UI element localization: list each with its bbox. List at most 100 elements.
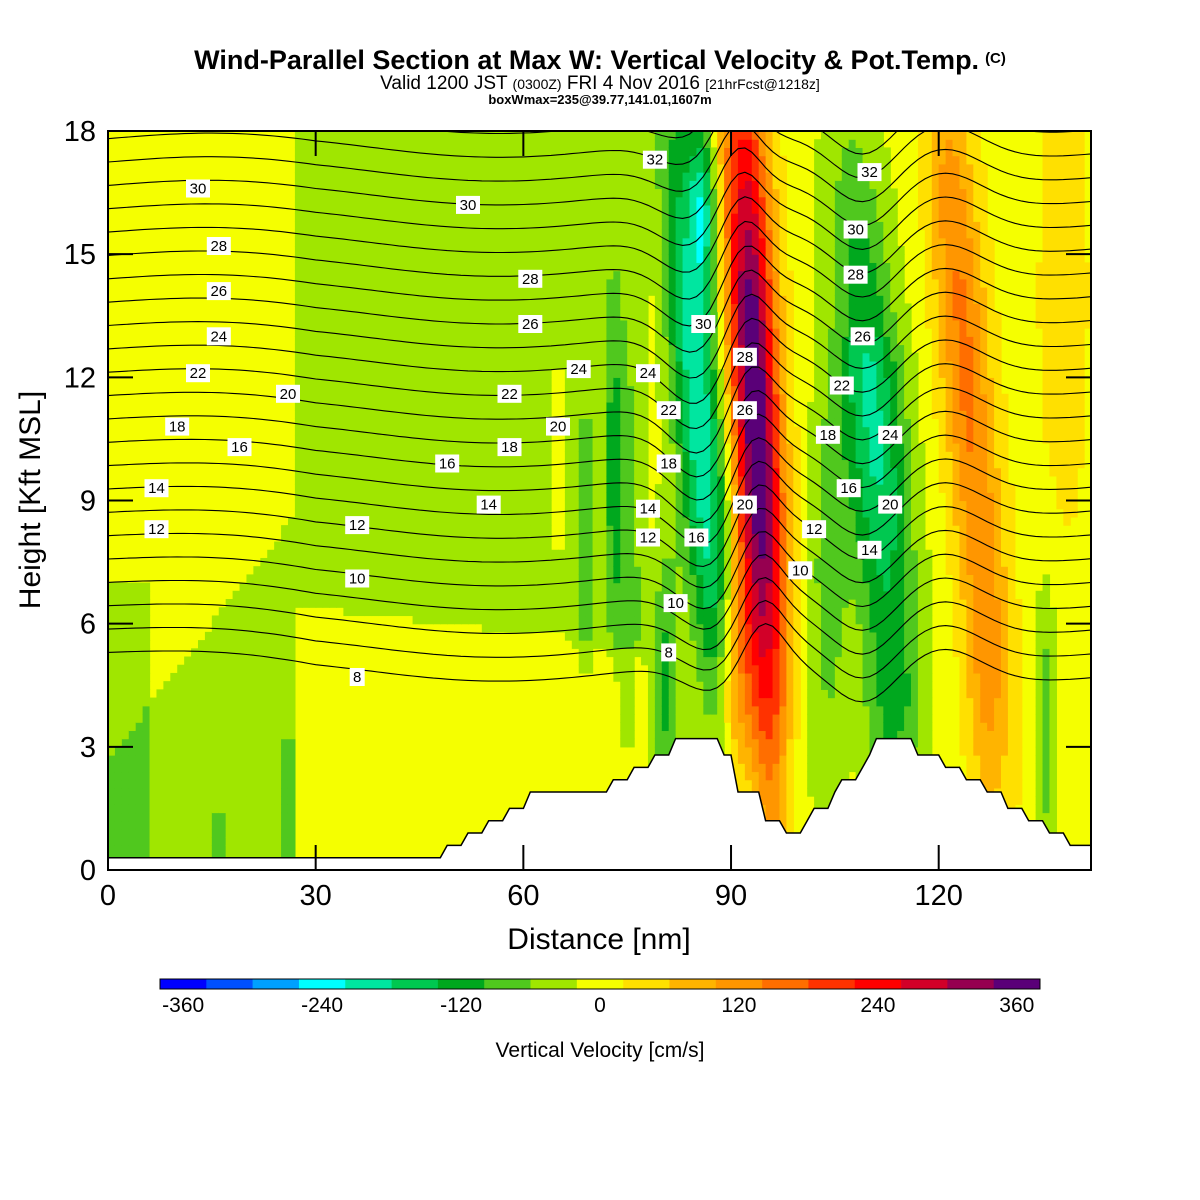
field-cell (218, 607, 227, 617)
field-cell (703, 139, 711, 149)
field-cell (467, 360, 476, 370)
field-cell (516, 303, 524, 313)
field-cell (627, 245, 635, 255)
field-cell (682, 566, 691, 575)
field-cell (114, 746, 123, 756)
field-cell (668, 508, 677, 518)
field-cell (516, 475, 524, 485)
field-cell (315, 229, 324, 239)
field-cell (433, 599, 441, 608)
field-cell (599, 213, 608, 222)
field-cell (184, 820, 192, 830)
field-cell (599, 221, 608, 231)
field-cell (308, 574, 317, 584)
field-cell (606, 599, 614, 608)
field-cell (571, 270, 580, 280)
field-cell (433, 245, 441, 255)
field-cell (253, 689, 261, 699)
field-cell (627, 344, 635, 354)
field-cell (364, 541, 372, 551)
field-cell (135, 631, 144, 641)
field-cell (571, 516, 580, 526)
field-cell (710, 270, 718, 280)
field-cell (641, 443, 649, 452)
field-cell (537, 360, 545, 370)
field-cell (509, 311, 518, 321)
field-cell (343, 270, 351, 280)
field-cell (613, 254, 621, 263)
field-cell (253, 713, 261, 723)
field-cell (308, 328, 317, 337)
field-cell (267, 631, 275, 641)
field-cell (564, 204, 573, 214)
field-cell (613, 672, 621, 682)
field-cell (537, 467, 545, 477)
field-cell (281, 820, 289, 830)
field-cell (495, 262, 504, 272)
field-cell (620, 525, 628, 534)
field-cell (239, 763, 248, 773)
field-cell (731, 664, 739, 674)
field-cell (405, 131, 414, 140)
field-cell (336, 549, 344, 559)
field-cell (544, 180, 552, 190)
field-cell (197, 713, 206, 723)
field-cell (696, 196, 704, 206)
field-cell (647, 180, 656, 190)
field-cell (426, 254, 434, 263)
field-cell (703, 303, 711, 313)
field-cell (696, 640, 704, 649)
field-cell (232, 713, 241, 723)
field-cell (121, 820, 130, 830)
field-cell (315, 237, 324, 247)
field-cell (128, 697, 137, 707)
field-cell (592, 484, 601, 493)
field-cell (530, 245, 538, 255)
field-cell (405, 229, 414, 239)
field-cell (412, 336, 421, 346)
field-cell (613, 590, 621, 600)
field-cell (537, 172, 545, 181)
field-cell (454, 533, 462, 543)
field-cell (696, 262, 704, 272)
field-cell (149, 730, 158, 740)
field-cell (544, 566, 552, 575)
field-cell (502, 311, 511, 321)
field-cell (481, 303, 490, 313)
field-cell (627, 311, 635, 321)
field-cell (267, 656, 275, 666)
field-cell (571, 615, 580, 625)
field-cell (322, 204, 331, 214)
field-cell (592, 590, 601, 600)
field-cell (537, 369, 545, 378)
field-cell (668, 664, 677, 674)
field-cell (675, 328, 684, 337)
field-cell (564, 525, 573, 534)
field-cell (682, 549, 691, 559)
field-cell (357, 139, 365, 149)
field-cell (564, 188, 573, 198)
field-cell (599, 418, 608, 428)
field-cell (557, 336, 566, 346)
field-cell (343, 278, 351, 288)
field-cell (551, 599, 559, 608)
field-cell (232, 845, 241, 855)
field-cell (426, 516, 434, 526)
field-cell (184, 730, 192, 740)
field-cell (724, 270, 732, 280)
field-cell (647, 689, 656, 699)
field-cell (350, 557, 358, 567)
field-cell (419, 615, 428, 625)
field-cell (336, 360, 344, 370)
field-cell (350, 196, 358, 206)
field-cell (474, 155, 483, 165)
field-cell (447, 533, 455, 543)
field-cell (689, 172, 698, 181)
field-cell (696, 221, 704, 231)
field-cell (467, 221, 476, 231)
field-cell (689, 147, 698, 157)
field-cell (731, 229, 739, 239)
field-cell (108, 771, 116, 781)
field-cell (114, 640, 123, 649)
field-cell (433, 525, 441, 534)
